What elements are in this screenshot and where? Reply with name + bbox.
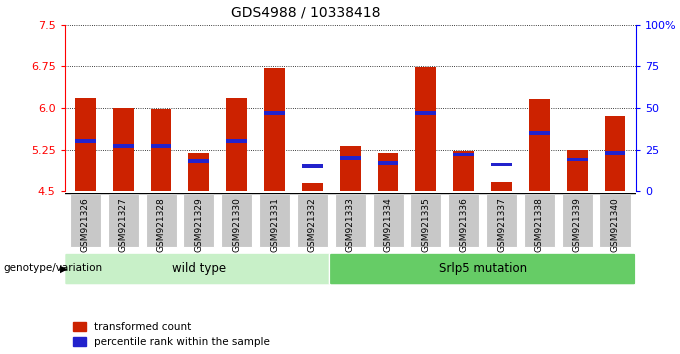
FancyBboxPatch shape bbox=[329, 253, 636, 285]
Bar bbox=[188, 153, 209, 191]
FancyBboxPatch shape bbox=[146, 194, 177, 247]
Bar bbox=[75, 139, 96, 143]
FancyBboxPatch shape bbox=[524, 194, 555, 247]
Text: wild type: wild type bbox=[172, 262, 226, 275]
FancyBboxPatch shape bbox=[184, 194, 214, 247]
Bar bbox=[529, 131, 549, 135]
Bar bbox=[491, 182, 512, 191]
Bar bbox=[151, 109, 171, 191]
Text: Srlp5 mutation: Srlp5 mutation bbox=[439, 262, 526, 275]
Text: GSM921333: GSM921333 bbox=[345, 197, 355, 252]
FancyBboxPatch shape bbox=[410, 194, 441, 247]
Text: GSM921337: GSM921337 bbox=[497, 197, 506, 252]
Bar bbox=[605, 151, 626, 155]
Text: GSM921339: GSM921339 bbox=[573, 197, 581, 252]
Bar bbox=[454, 153, 474, 156]
Bar bbox=[340, 156, 360, 160]
Bar bbox=[113, 108, 134, 191]
Text: GDS4988 / 10338418: GDS4988 / 10338418 bbox=[231, 5, 381, 19]
Bar bbox=[226, 139, 247, 143]
FancyBboxPatch shape bbox=[486, 194, 517, 247]
Bar bbox=[415, 111, 437, 115]
Bar bbox=[226, 98, 247, 191]
Bar bbox=[377, 161, 398, 165]
Text: GSM921331: GSM921331 bbox=[270, 197, 279, 252]
Bar bbox=[566, 149, 588, 191]
FancyBboxPatch shape bbox=[297, 194, 328, 247]
Text: GSM921330: GSM921330 bbox=[232, 197, 241, 252]
Bar bbox=[264, 68, 285, 191]
FancyBboxPatch shape bbox=[70, 194, 101, 247]
Text: GSM921328: GSM921328 bbox=[156, 197, 165, 252]
FancyBboxPatch shape bbox=[107, 194, 139, 247]
Bar bbox=[529, 99, 549, 191]
Bar bbox=[75, 98, 96, 191]
Text: ▶: ▶ bbox=[60, 263, 67, 273]
Bar bbox=[151, 144, 171, 148]
Text: GSM921327: GSM921327 bbox=[119, 197, 128, 252]
Text: GSM921336: GSM921336 bbox=[459, 197, 469, 252]
Legend: transformed count, percentile rank within the sample: transformed count, percentile rank withi… bbox=[73, 322, 270, 347]
Bar bbox=[264, 111, 285, 115]
Bar bbox=[188, 159, 209, 163]
Bar bbox=[605, 116, 626, 191]
FancyBboxPatch shape bbox=[600, 194, 630, 247]
Text: genotype/variation: genotype/variation bbox=[3, 263, 103, 273]
FancyBboxPatch shape bbox=[221, 194, 252, 247]
Bar bbox=[566, 158, 588, 161]
Bar bbox=[302, 164, 323, 168]
Bar bbox=[302, 183, 323, 191]
Text: GSM921329: GSM921329 bbox=[194, 197, 203, 252]
FancyBboxPatch shape bbox=[448, 194, 479, 247]
Bar bbox=[377, 153, 398, 191]
FancyBboxPatch shape bbox=[259, 194, 290, 247]
Text: GSM921332: GSM921332 bbox=[308, 197, 317, 252]
Text: GSM921335: GSM921335 bbox=[422, 197, 430, 252]
FancyBboxPatch shape bbox=[562, 194, 593, 247]
FancyBboxPatch shape bbox=[65, 253, 333, 285]
Text: GSM921340: GSM921340 bbox=[611, 197, 619, 252]
Text: GSM921326: GSM921326 bbox=[81, 197, 90, 252]
Text: GSM921334: GSM921334 bbox=[384, 197, 392, 252]
FancyBboxPatch shape bbox=[335, 194, 366, 247]
Bar bbox=[340, 146, 360, 191]
Bar bbox=[491, 162, 512, 166]
FancyBboxPatch shape bbox=[373, 194, 403, 247]
Bar bbox=[415, 68, 437, 191]
Text: GSM921338: GSM921338 bbox=[535, 197, 544, 252]
Bar bbox=[454, 151, 474, 191]
Bar bbox=[113, 144, 134, 148]
